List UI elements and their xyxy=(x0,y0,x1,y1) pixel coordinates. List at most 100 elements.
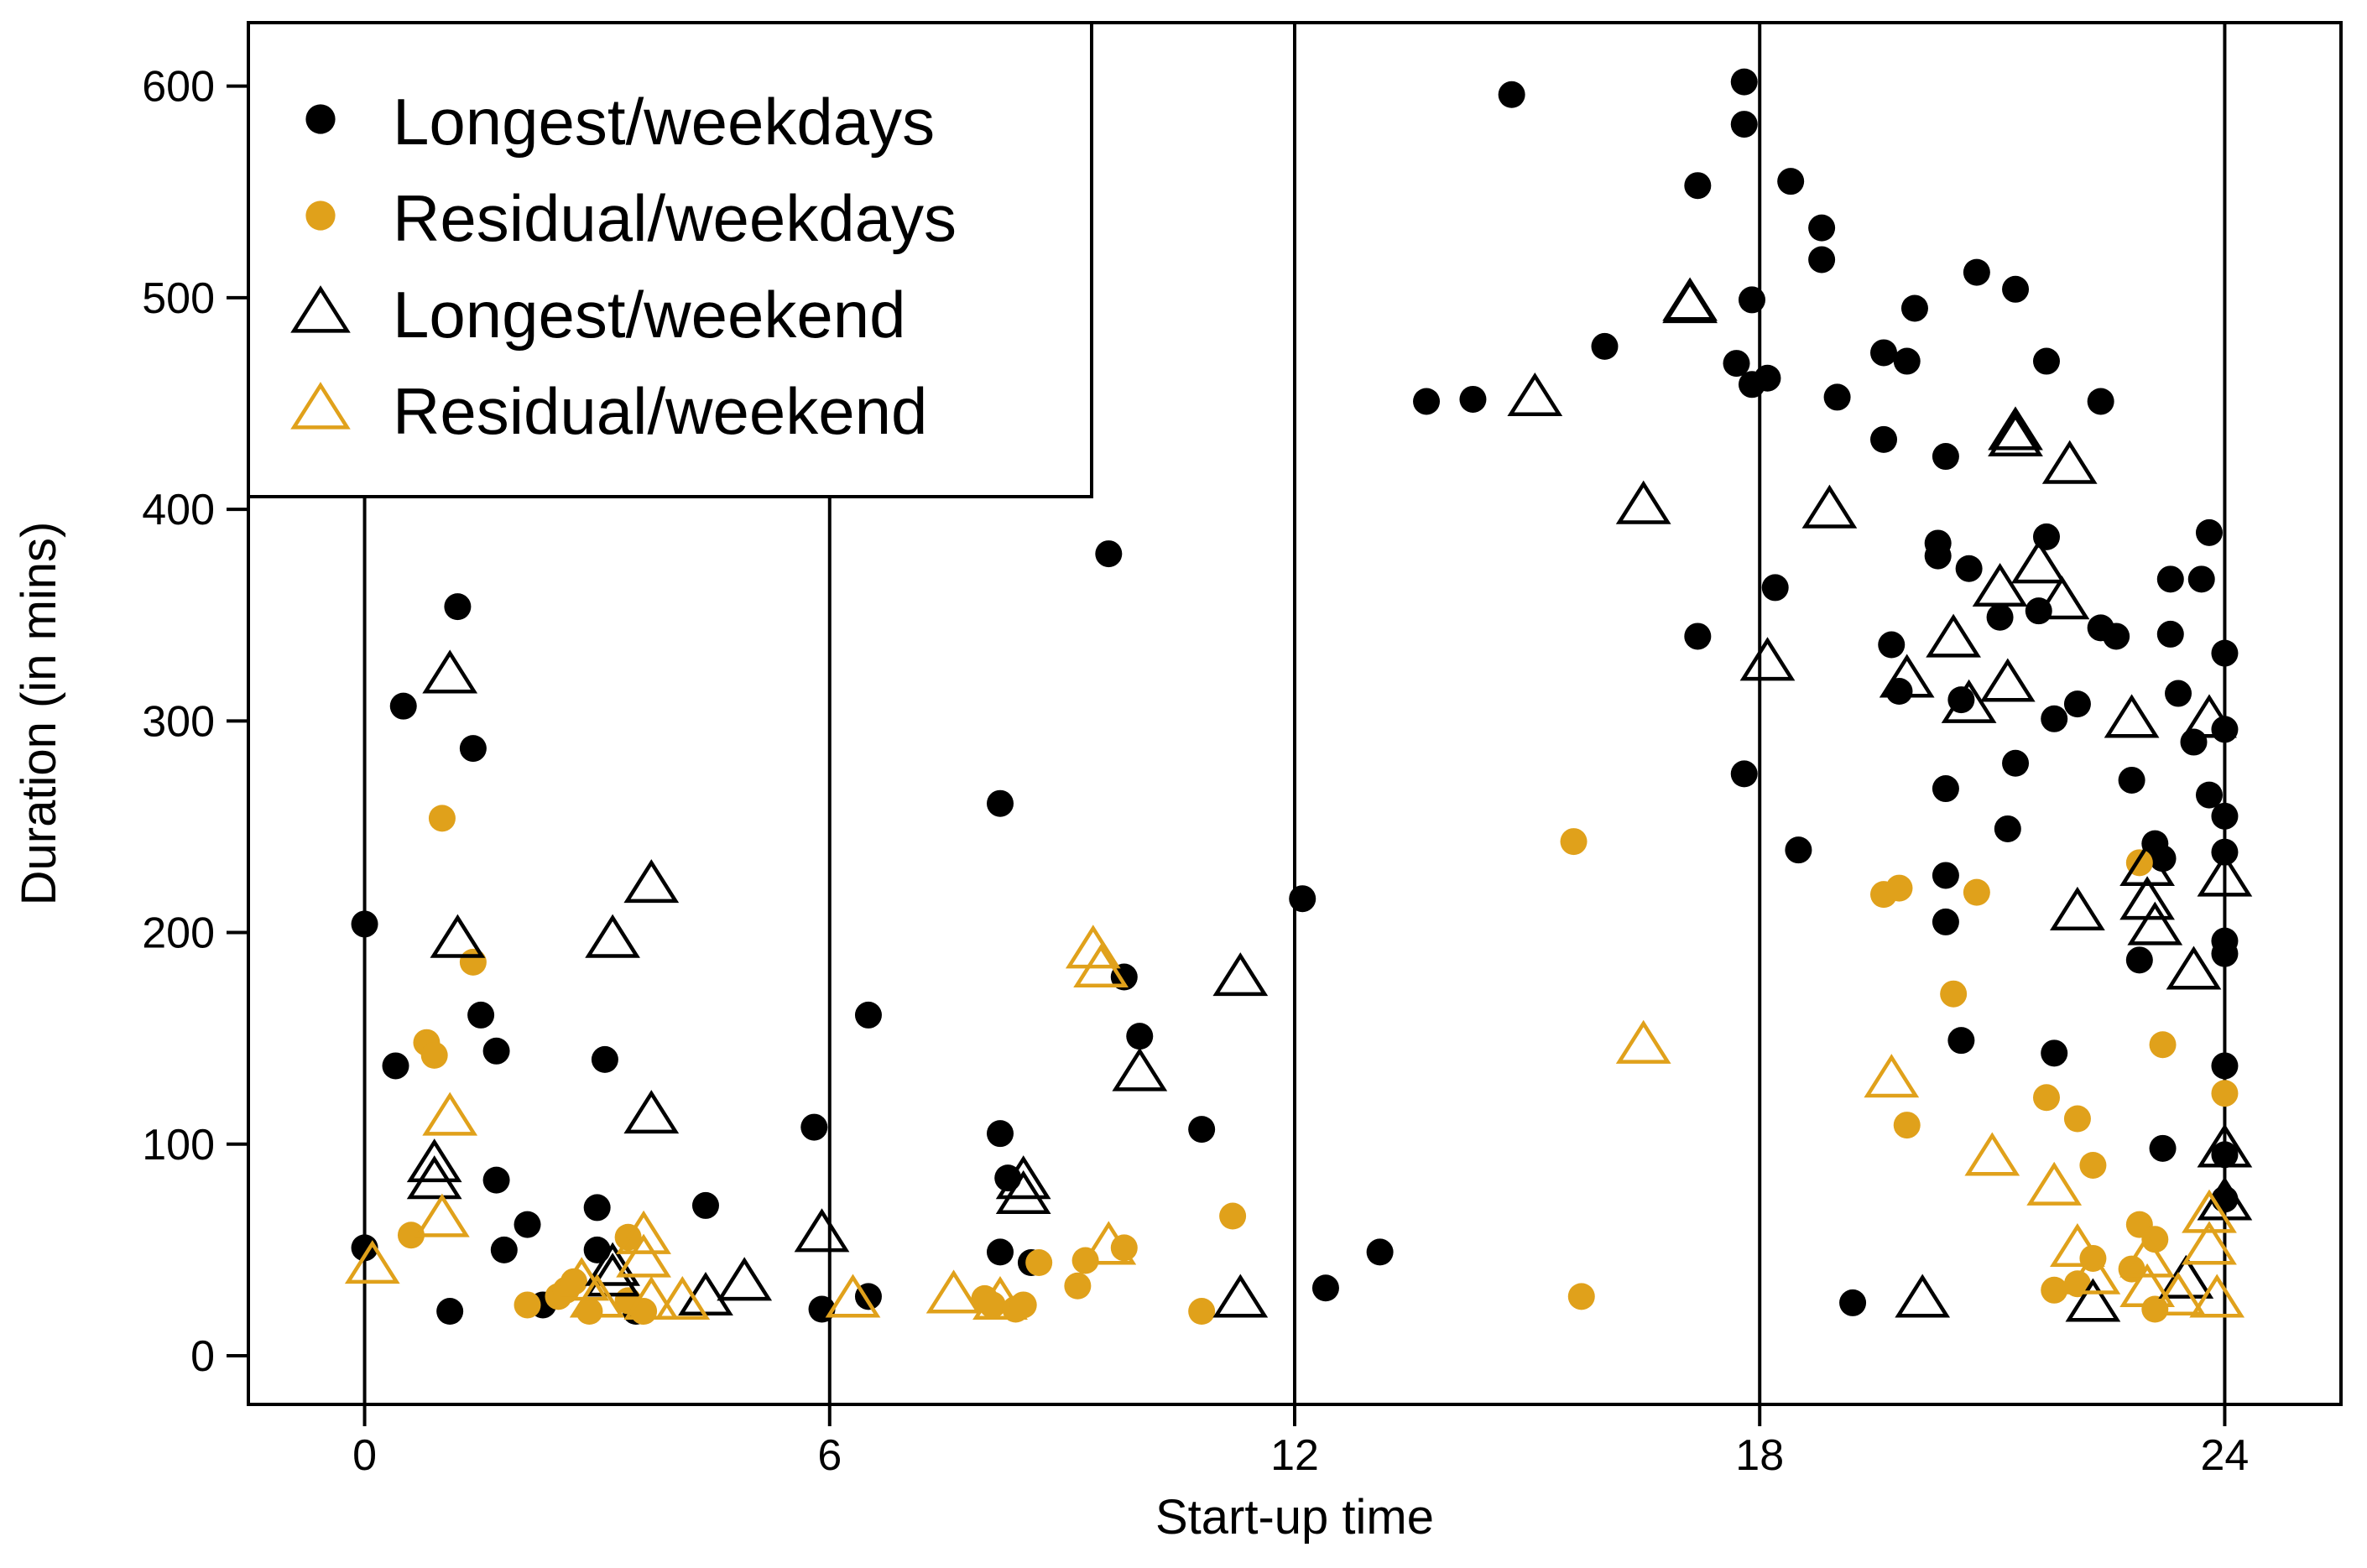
data-point xyxy=(1932,775,1959,803)
data-point xyxy=(422,1091,478,1136)
data-point xyxy=(1730,760,1758,788)
data-point xyxy=(1801,484,1858,529)
data-point xyxy=(436,1298,464,1326)
data-point xyxy=(1955,555,1983,582)
y-axis: 0 100 200 300 400 500 600 xyxy=(142,63,248,1381)
data-point xyxy=(430,914,486,958)
data-point xyxy=(1932,443,1959,471)
data-point xyxy=(654,1275,711,1321)
data-point xyxy=(514,1291,541,1319)
data-point xyxy=(1112,1047,1168,1091)
data-point xyxy=(2197,1123,2253,1168)
data-point xyxy=(1219,1202,1247,1230)
data-point xyxy=(467,1001,495,1029)
data-point xyxy=(1730,111,1758,138)
data-point xyxy=(1879,654,1935,698)
data-point xyxy=(2158,1254,2214,1299)
data-point xyxy=(2065,1250,2121,1295)
legend-marker xyxy=(290,382,351,430)
data-point xyxy=(482,1166,510,1194)
data-point xyxy=(1979,658,2036,702)
data-point xyxy=(1498,81,1525,108)
data-point xyxy=(1932,862,1959,889)
y-tick-label: 400 xyxy=(142,486,215,534)
data-point xyxy=(2127,901,2183,945)
data-point xyxy=(1723,350,1750,378)
data-point xyxy=(2010,539,2067,584)
data-point xyxy=(2041,705,2068,732)
data-point xyxy=(2180,728,2208,756)
data-point xyxy=(1289,885,1316,913)
legend-box xyxy=(247,21,1093,498)
data-point xyxy=(406,1155,462,1200)
legend-label: Longest/weekdays xyxy=(393,85,935,159)
data-point xyxy=(428,805,456,832)
y-tick-label: 600 xyxy=(142,63,215,112)
legend-item: Longest/weekdays xyxy=(305,85,935,159)
data-point xyxy=(1413,388,1441,415)
data-point xyxy=(459,948,487,976)
data-point xyxy=(389,692,417,720)
data-point xyxy=(2211,1052,2239,1080)
data-point xyxy=(1895,1274,1951,1318)
data-point xyxy=(482,1037,510,1065)
data-point xyxy=(978,1291,1006,1319)
x-axis: 0 6 12 18 24 xyxy=(352,1404,2249,1480)
data-point xyxy=(382,1052,409,1080)
x-tick-label: 24 xyxy=(2201,1431,2250,1480)
data-point xyxy=(1188,1116,1216,1143)
data-point xyxy=(1064,1272,1092,1300)
data-point xyxy=(1212,1274,1269,1318)
data-point xyxy=(1932,908,1959,935)
data-point xyxy=(2211,1141,2239,1169)
data-point xyxy=(2104,694,2160,738)
plot-frame xyxy=(247,21,2343,1406)
data-point xyxy=(2032,1084,2060,1112)
data-point xyxy=(986,1238,1014,1266)
data-point xyxy=(1777,168,1805,195)
data-point xyxy=(583,1236,611,1263)
legend-marker xyxy=(290,285,351,333)
data-point xyxy=(2211,1080,2239,1107)
data-point xyxy=(1081,1221,1137,1265)
data-point xyxy=(1963,258,1990,286)
data-point xyxy=(1808,246,1836,273)
data-point xyxy=(1972,562,2028,607)
data-point xyxy=(1065,925,1121,969)
data-point xyxy=(1926,613,1981,658)
data-point xyxy=(800,1113,828,1141)
data-point xyxy=(1025,1249,1053,1277)
data-point xyxy=(569,1274,625,1318)
data-point xyxy=(2041,1039,2068,1067)
data-point xyxy=(2211,639,2239,667)
legend-label: Residual/weekdays xyxy=(393,181,957,255)
data-point xyxy=(986,1120,1014,1148)
data-point xyxy=(1941,679,1997,723)
data-point xyxy=(794,1208,850,1253)
legend-label: Residual/weekend xyxy=(393,374,927,448)
data-point xyxy=(444,593,472,621)
y-axis-title: Duration (in mins) xyxy=(12,522,66,906)
data-point xyxy=(420,1041,448,1069)
data-point xyxy=(995,1155,1051,1200)
data-point xyxy=(1212,952,1269,997)
data-point xyxy=(1947,1027,1975,1055)
data-point xyxy=(2026,1161,2083,1206)
x-tick-label: 6 xyxy=(817,1431,842,1480)
data-point xyxy=(1311,1274,1339,1302)
data-point xyxy=(2065,1278,2121,1322)
data-point xyxy=(490,1236,518,1263)
data-point xyxy=(1507,372,1563,417)
data-point xyxy=(1366,1238,1394,1266)
data-point xyxy=(514,1211,541,1238)
data-point xyxy=(2119,1263,2175,1307)
data-point xyxy=(1964,1132,2020,1176)
data-point xyxy=(1684,623,1712,650)
data-point xyxy=(2182,1189,2237,1233)
data-point xyxy=(1900,294,1928,322)
data-point xyxy=(2063,690,2091,718)
data-point xyxy=(630,1298,658,1326)
data-point xyxy=(1761,574,1789,602)
